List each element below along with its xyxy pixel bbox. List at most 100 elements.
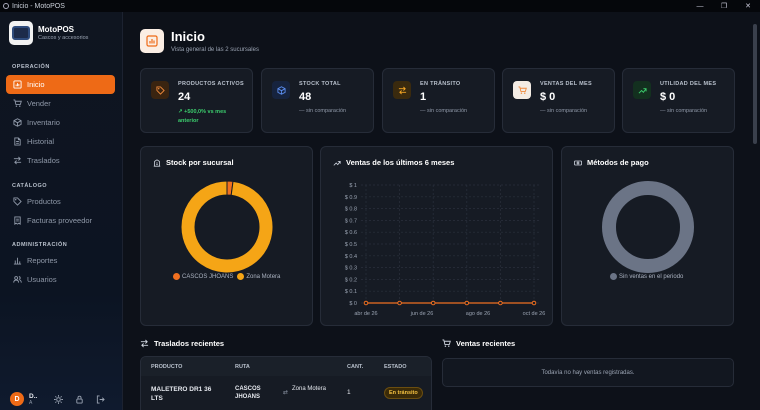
donut-slice[interactable] [602, 181, 694, 273]
transfers-heading: Traslados recientes [140, 339, 224, 348]
user-role: A [29, 399, 33, 406]
cell-producto: MALETERO DR1 36 LTS [151, 386, 212, 402]
theme-toggle-icon[interactable] [52, 393, 64, 405]
donut-slice[interactable] [180, 180, 274, 274]
sales-line-chart: $ 1 $ 0.9 $ 0.8 $ 0.7 $ 0.6 $ 0.5 $ 0.4 $ 0.3 $ … [345, 183, 546, 317]
cart-icon [442, 339, 451, 347]
stat-label: UTILIDAD DEL MES [660, 81, 717, 87]
tag-icon [12, 197, 22, 207]
sidebar-item-label: Historial [27, 137, 55, 146]
stock-donut-chart [180, 180, 274, 274]
stat-card: VENTAS DEL MES $ 0 — sin comparación [502, 68, 615, 133]
trend-up-icon [633, 81, 651, 99]
transfers-table: PRODUCTO RUTA CANT. ESTADO MALETERO DR1 … [140, 356, 432, 410]
sidebar-item-historial[interactable]: Historial [6, 132, 115, 151]
app-icon [3, 3, 9, 9]
sidebar-item-vender[interactable]: Vender [6, 94, 115, 113]
close-button[interactable]: ✕ [745, 3, 751, 10]
logout-icon[interactable] [94, 393, 106, 405]
x-tick-label: ago de 26 [466, 311, 490, 317]
sidebar-item-productos[interactable]: Productos [6, 192, 115, 211]
chart-icon [146, 35, 158, 47]
payment-panel-title: Métodos de pago [587, 158, 649, 167]
payment-panel: Métodos de pago Sin ventas en el periodo [561, 146, 734, 326]
stat-card: UTILIDAD DEL MES $ 0 — sin comparación [622, 68, 735, 133]
stock-legend: CASCOS JHOANS Zona Motera [173, 273, 280, 280]
y-tick-label: $ 0.4 [345, 254, 357, 260]
box-icon [12, 118, 22, 128]
y-tick-label: $ 0.2 [345, 277, 357, 283]
sidebar-item-traslados[interactable]: Traslados [6, 151, 115, 170]
main-content: Inicio Vista general de las 2 sucursales… [124, 12, 760, 410]
sales-panel-title: Ventas de los últimos 6 meses [346, 158, 455, 167]
stat-value: $ 0 [540, 91, 556, 103]
sales-point[interactable] [363, 300, 369, 306]
cell-cant: 1 [347, 389, 351, 396]
sales-point[interactable] [531, 300, 537, 306]
stat-card: STOCK TOTAL 48 — sin comparación [261, 68, 374, 133]
y-tick-label: $ 0.3 [345, 266, 357, 272]
stat-value: 1 [420, 91, 427, 103]
sidebar-item-label: Facturas proveedor [27, 216, 93, 225]
sales-recent-empty: Todavía no hay ventas registradas. [442, 358, 734, 387]
scrollbar[interactable] [753, 24, 757, 144]
maximize-button[interactable]: ❐ [720, 3, 728, 10]
cart-icon [12, 99, 22, 109]
stat-note: — sin comparación [299, 108, 347, 114]
tag-icon [151, 81, 169, 99]
page-title: Inicio [171, 29, 205, 44]
cell-destino: Zona Motera [292, 386, 327, 392]
sidebar-item-facturas-proveedor[interactable]: Facturas proveedor [6, 211, 115, 230]
users-icon [12, 275, 22, 285]
building-icon [153, 158, 161, 167]
user-name: D.. [29, 392, 38, 400]
y-tick-label: $ 0 [349, 301, 357, 307]
sales-point[interactable] [464, 300, 470, 306]
stat-label: STOCK TOTAL [299, 81, 341, 87]
sidebar-item-inicio[interactable]: Inicio [6, 75, 115, 94]
sidebar-item-label: Usuarios [27, 275, 57, 284]
sales-recent-heading: Ventas recientes [442, 339, 515, 348]
transfer-icon [140, 339, 149, 348]
sidebar-item-inventario[interactable]: Inventario [6, 113, 115, 132]
user-bar: D D.. A [0, 388, 123, 410]
stat-note: — sin comparación [540, 108, 588, 114]
table-row[interactable]: MALETERO DR1 36 LTS CASCOS JHOANS ⇄ Zona… [141, 376, 431, 410]
legend-dot [173, 273, 180, 280]
sidebar: MotoPOS Cascos y accesorios OPERACIÓN Ini… [0, 12, 123, 410]
stat-label: PRODUCTOS ACTIVOS [178, 81, 244, 87]
stat-card: EN TRÁNSITO 1 — sin comparación [382, 68, 495, 133]
sidebar-item-reportes[interactable]: Reportes [6, 251, 115, 270]
sales-point[interactable] [397, 300, 402, 306]
stat-value: $ 0 [660, 91, 676, 103]
window-title: Inicio - MotoPOS [12, 2, 65, 10]
stat-card: PRODUCTOS ACTIVOS 24 ↗ +500,0% vs mes ante… [140, 68, 253, 133]
y-tick-label: $ 1 [349, 183, 357, 189]
sidebar-item-label: Vender [27, 99, 51, 108]
x-tick-label: jun de 26 [410, 311, 434, 317]
lock-icon[interactable] [73, 393, 85, 405]
stock-panel-title: Stock por sucursal [166, 158, 234, 167]
stat-label: VENTAS DEL MES [540, 81, 592, 87]
y-tick-label: $ 0.6 [345, 230, 357, 236]
minimize-button[interactable]: — [696, 2, 704, 10]
sales-point[interactable] [430, 300, 436, 306]
y-tick-label: $ 0.8 [345, 207, 357, 213]
payment-legend: Sin ventas en el periodo [610, 273, 683, 280]
stock-panel: Stock por sucursal CASCOS JHOANS Zona Mot… [140, 146, 313, 326]
table-header: PRODUCTO RUTA CANT. ESTADO [141, 357, 431, 376]
sidebar-item-usuarios[interactable]: Usuarios [6, 270, 115, 289]
brand-logo [9, 21, 33, 45]
sidebar-item-label: Productos [27, 197, 61, 206]
brand-subtitle: Cascos y accesorios [38, 35, 89, 41]
transfers-title: Traslados recientes [154, 339, 225, 348]
col-estado: ESTADO [384, 364, 407, 370]
stat-note: — sin comparación [420, 108, 468, 114]
sidebar-section-title: OPERACIÓN [12, 64, 50, 70]
sales-point[interactable] [498, 300, 503, 306]
avatar[interactable]: D [10, 392, 24, 406]
transfer-icon [12, 156, 22, 166]
x-tick-label: abr de 26 [354, 311, 377, 317]
stat-note: — sin comparación [660, 108, 708, 114]
stat-note: ↗ +500,0% vs mes anterior [178, 109, 227, 124]
